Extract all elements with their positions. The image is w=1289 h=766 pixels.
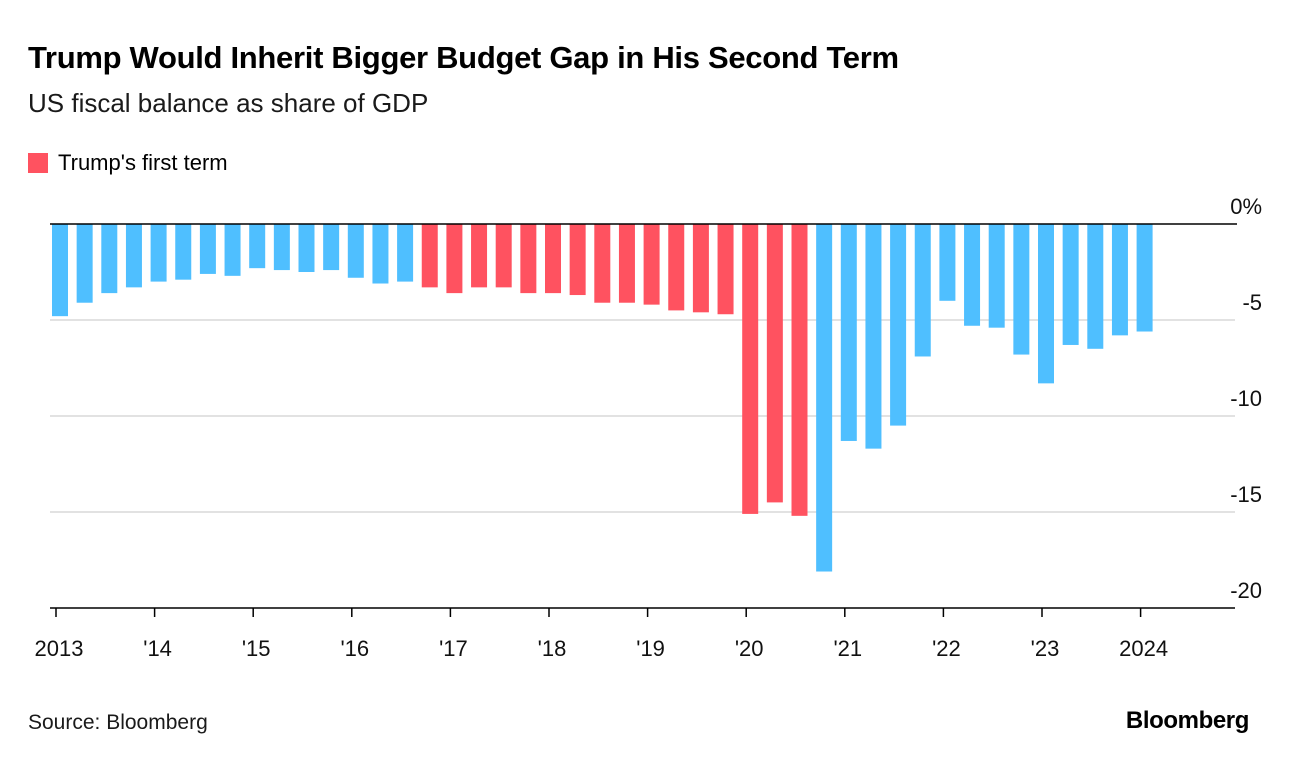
bar [372,224,389,284]
bar [988,224,1005,328]
bar [914,224,931,357]
bar [52,224,68,317]
bar [273,224,290,271]
bar [224,224,241,276]
bar [175,224,192,280]
bar [840,224,857,441]
bar [594,224,611,303]
x-tick-label: '16 [340,636,369,661]
bar [668,224,685,311]
bar [791,224,808,516]
y-tick-label: 0% [1230,194,1262,219]
x-tick-label: '19 [636,636,665,661]
bar [643,224,660,305]
x-tick-label: '23 [1031,636,1060,661]
bar [76,224,93,303]
bar [1111,224,1128,336]
x-tick-label: '21 [833,636,862,661]
bar [717,224,734,315]
x-tick-label: 2013 [35,636,84,661]
bar [150,224,167,282]
bar [471,224,488,288]
bar [347,224,364,278]
x-tick-label: '15 [242,636,271,661]
x-tick-label: '18 [538,636,567,661]
bar [742,224,759,514]
bar [1087,224,1104,349]
x-tick-label: '22 [932,636,961,661]
chart-title: Trump Would Inherit Bigger Budget Gap in… [28,40,899,75]
bar [495,224,512,288]
bar [1136,224,1153,332]
bar [323,224,340,271]
bar [421,224,438,288]
bar [125,224,142,288]
bar [865,224,882,449]
x-tick-label: '14 [143,636,172,661]
bar [249,224,266,269]
bar [766,224,783,503]
bar [520,224,537,294]
x-tick-label: '20 [735,636,764,661]
bar [816,224,833,572]
bar [1062,224,1079,345]
y-tick-label: -15 [1230,482,1262,507]
source-note: Source: Bloomberg [28,711,208,734]
bloomberg-logo: Bloomberg [1125,707,1249,734]
bar [569,224,586,296]
chart-subtitle: US fiscal balance as share of GDP [28,88,429,118]
bar [890,224,907,426]
legend-swatch [28,153,48,173]
x-tick-label: '17 [439,636,468,661]
bar [101,224,118,294]
y-tick-label: -20 [1230,578,1262,603]
bar [199,224,216,274]
bar [939,224,956,301]
bar [446,224,463,294]
x-tick-label: 2024 [1119,636,1168,661]
bar [397,224,414,282]
bar [1013,224,1030,355]
bar [298,224,315,272]
legend-label: Trump's first term [58,150,228,175]
bar [618,224,635,303]
bar [545,224,561,294]
y-tick-label: -5 [1242,290,1262,315]
chart-legend: Trump's first term [28,150,228,176]
y-tick-label: -10 [1230,386,1262,411]
bar [692,224,709,313]
bar [964,224,981,326]
bar [1038,224,1054,384]
